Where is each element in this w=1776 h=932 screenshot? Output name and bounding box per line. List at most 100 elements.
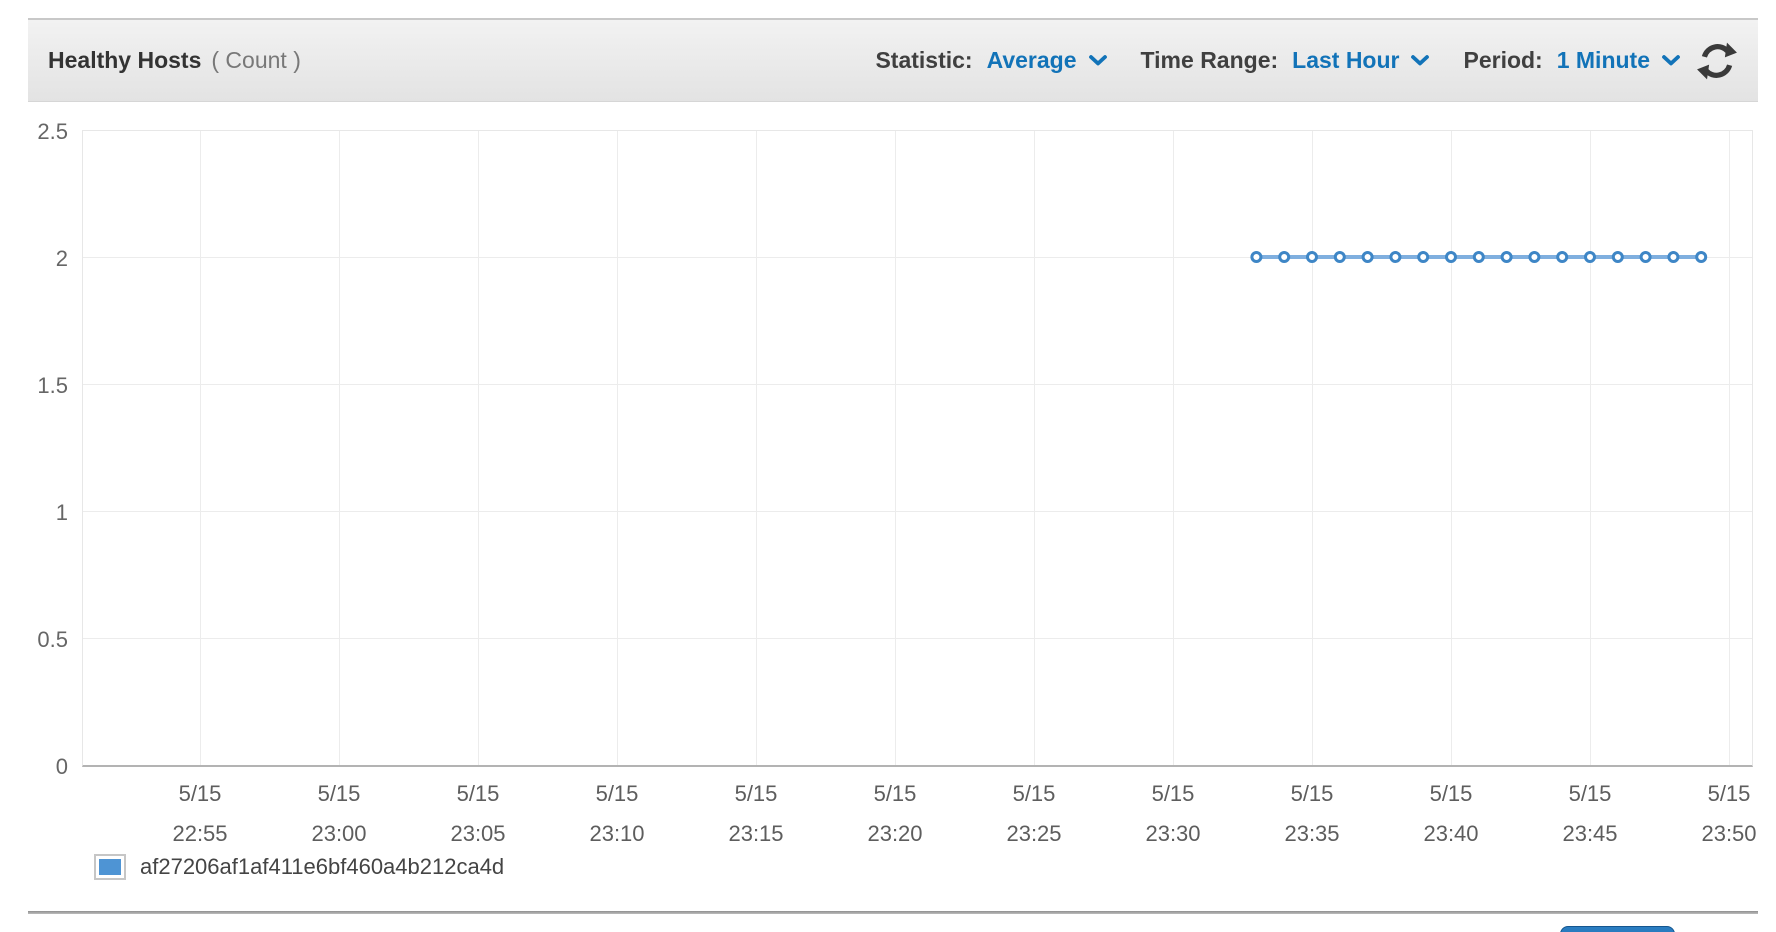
data-point-marker (1445, 251, 1457, 263)
chart-header: Healthy Hosts ( Count ) Statistic: Avera… (28, 18, 1758, 102)
data-point-marker (1500, 251, 1513, 263)
data-point-marker (1667, 251, 1680, 263)
data-point-marker (1639, 251, 1652, 263)
x-tick-date: 5/15 (178, 781, 222, 806)
x-tick-time: 23:45 (1562, 821, 1618, 846)
x-tick-date: 5/15 (873, 781, 917, 806)
x-tick-time: 23:20 (867, 821, 923, 846)
x-tick-date: 5/15 (1707, 781, 1751, 806)
x-tick-time: 23:30 (1145, 821, 1201, 846)
data-point-marker (1611, 251, 1624, 263)
x-tick-date: 5/15 (1568, 781, 1612, 806)
x-tick-time: 23:35 (1284, 821, 1340, 846)
y-tick-label: 2.5 (37, 119, 68, 144)
x-tick-label: 5/15 23:05 (408, 774, 548, 854)
y-tick-label: 1.5 (37, 373, 68, 398)
x-tick-time: 23:25 (1006, 821, 1062, 846)
x-tick-time: 23:05 (450, 821, 506, 846)
data-point-marker (1333, 251, 1346, 263)
x-tick-time: 23:15 (728, 821, 784, 846)
x-tick-label: 5/15 23:30 (1103, 774, 1243, 854)
y-tick-label: 1 (55, 500, 68, 525)
divider (28, 911, 1758, 914)
grid-line (617, 131, 618, 765)
grid-line (478, 131, 479, 765)
primary-button[interactable] (1560, 926, 1675, 932)
y-tick-label: 0.5 (37, 627, 68, 652)
grid-line (83, 257, 1752, 258)
y-tick-label: 2 (55, 246, 68, 271)
chart-plot-area[interactable] (82, 130, 1753, 767)
grid-line (339, 131, 340, 765)
grid-line (756, 131, 757, 765)
refresh-button[interactable] (1696, 40, 1738, 82)
y-tick-label: 0 (55, 754, 68, 779)
data-point-marker (1695, 251, 1708, 263)
legend-item[interactable]: af27206af1af411e6bf460a4b212ca4d (94, 854, 504, 880)
legend-label: af27206af1af411e6bf460a4b212ca4d (140, 854, 505, 879)
data-point-marker (1306, 251, 1318, 263)
data-point-marker (1472, 251, 1485, 263)
grid-line (83, 384, 1752, 385)
grid-line (1173, 131, 1174, 765)
x-tick-label: 5/15 23:40 (1381, 774, 1521, 854)
data-point-marker (1528, 251, 1541, 263)
refresh-icon (1697, 42, 1737, 79)
time-range-dropdown[interactable]: Last Hour (1292, 47, 1430, 74)
time-range-label: Time Range: (1140, 47, 1279, 73)
period-label: Period: (1463, 47, 1543, 73)
x-tick-date: 5/15 (734, 781, 778, 806)
x-tick-date: 5/15 (1429, 781, 1473, 806)
x-tick-time: 23:50 (1701, 821, 1757, 846)
grid-line (1729, 131, 1730, 765)
x-tick-label: 5/15 23:15 (686, 774, 826, 854)
grid-line (83, 511, 1752, 512)
chart-title-group: Healthy Hosts ( Count ) (48, 47, 301, 74)
x-tick-label: 5/15 23:35 (1242, 774, 1382, 854)
x-tick-time: 23:00 (311, 821, 367, 846)
x-tick-label: 5/15 23:10 (547, 774, 687, 854)
data-point-marker (1250, 251, 1263, 263)
statistic-value: Average (986, 47, 1077, 73)
grid-line (1312, 131, 1313, 765)
x-tick-label: 5/15 23:20 (825, 774, 965, 854)
statistic-label: Statistic: (875, 47, 973, 73)
grid-line (83, 638, 1752, 639)
x-tick-date: 5/15 (456, 781, 500, 806)
x-tick-date: 5/15 (1012, 781, 1056, 806)
data-point-marker (1361, 251, 1374, 263)
x-tick-date: 5/15 (317, 781, 361, 806)
data-point-marker (1556, 251, 1569, 263)
data-point-marker (1417, 251, 1430, 263)
series-chart (1250, 251, 1708, 263)
data-point-marker (1389, 251, 1402, 263)
metric-unit: ( Count ) (211, 47, 301, 73)
x-tick-date: 5/15 (1290, 781, 1334, 806)
x-tick-label: 5/15 23:50 (1659, 774, 1776, 854)
grid-line (200, 131, 201, 765)
period-dropdown[interactable]: 1 Minute (1557, 47, 1680, 74)
grid-line (895, 131, 896, 765)
x-tick-time: 23:40 (1423, 821, 1479, 846)
page-title: Healthy Hosts (48, 47, 202, 73)
grid-line (1034, 131, 1035, 765)
x-tick-label: 5/15 23:45 (1520, 774, 1660, 854)
chart-controls: Statistic: Average Time Range: Last Hour… (875, 40, 1738, 82)
x-tick-time: 22:55 (172, 821, 228, 846)
x-tick-time: 23:10 (589, 821, 645, 846)
x-tick-date: 5/15 (1151, 781, 1195, 806)
grid-line (1590, 131, 1591, 765)
legend-swatch (94, 854, 126, 880)
chevron-down-icon (1662, 55, 1680, 66)
time-range-value: Last Hour (1292, 47, 1400, 73)
grid-line (1451, 131, 1452, 765)
period-value: 1 Minute (1556, 47, 1650, 73)
x-tick-label: 5/15 22:55 (130, 774, 270, 854)
chevron-down-icon (1411, 55, 1430, 66)
data-point-marker (1278, 251, 1291, 263)
statistic-dropdown[interactable]: Average (987, 47, 1107, 74)
data-point-marker (1584, 251, 1596, 263)
chevron-down-icon (1088, 55, 1107, 66)
x-tick-label: 5/15 23:00 (269, 774, 409, 854)
